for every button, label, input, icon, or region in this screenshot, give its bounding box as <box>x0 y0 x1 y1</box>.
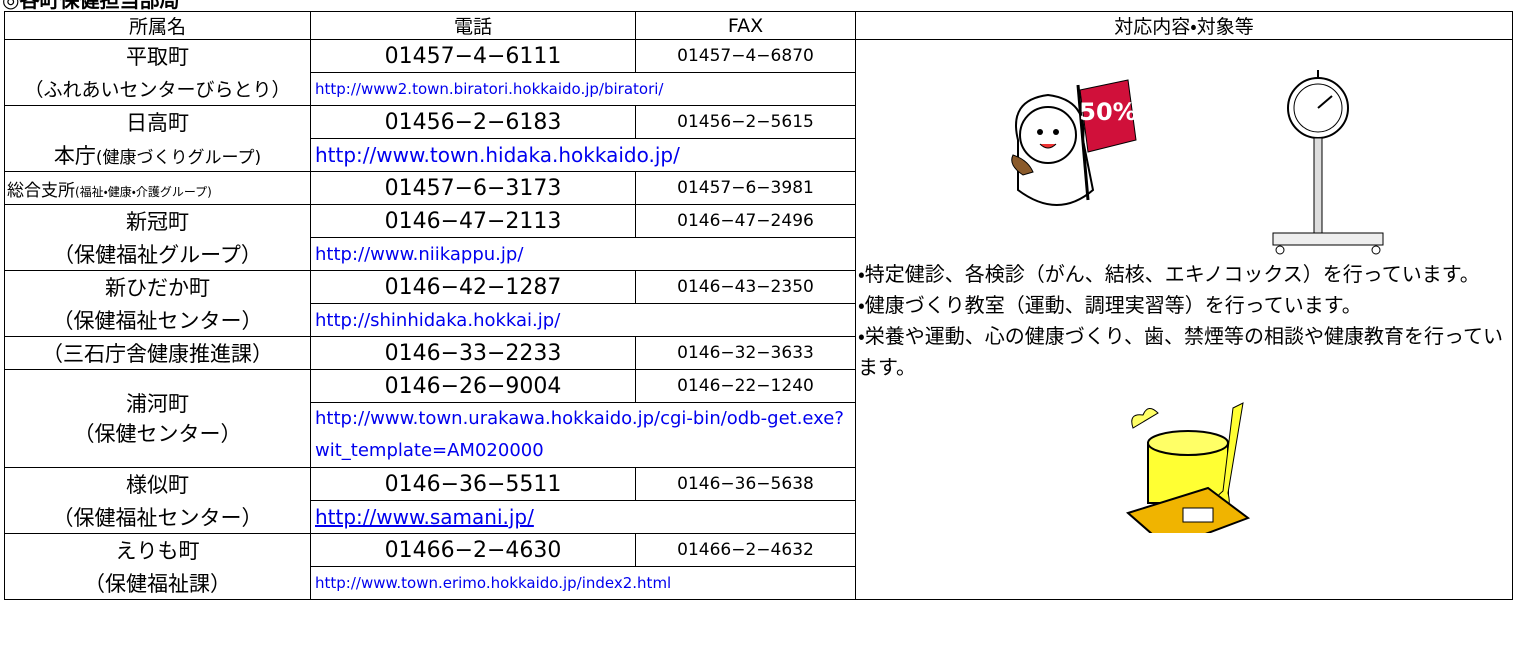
fax: 01456−2−5615 <box>635 105 856 139</box>
flag-text: 50% <box>1079 98 1136 126</box>
phone: 0146−42−1287 <box>310 270 636 304</box>
row: 本庁(健康づくりグループ) http://www.town.hidaka.hok… <box>4 138 1513 172</box>
fax: 01457−4−6870 <box>635 39 856 73</box>
page-title: ◎各町保健担当部局 <box>2 0 180 12</box>
url[interactable]: http://www.town.erimo.hokkaido.jp/index2… <box>310 566 856 600</box>
row: （保健福祉課） http://www.town.erimo.hokkaido.j… <box>4 566 1513 600</box>
row: 新冠町 0146−47−2113 0146−47−2496 <box>4 204 1513 238</box>
url[interactable]: http://www.samani.jp/ <box>310 500 856 534</box>
header-row: 所属名 電話 FAX 対応内容・対象等 <box>4 11 1513 40</box>
phone: 0146−33−2233 <box>310 336 636 370</box>
header-cell: 対応内容・対象等 <box>855 11 1513 40</box>
phone: 0146−47−2113 <box>310 204 636 238</box>
header-cell: 電話 <box>310 11 636 40</box>
note: （保健福祉センター） <box>4 303 311 337</box>
description-line: ・特定健診、各検診（がん、結核、エキノコックス）を行っています。 <box>858 262 1480 286</box>
row: （三石庁舎健康推進課） 0146−33−2233 0146−32−3633 <box>4 336 1513 370</box>
description-cell: 50% ・特定健診、各検診（がん、結核、エキノコックス）を行っています。 ・健康… <box>855 39 1513 600</box>
row: 平取町 01457−4−6111 01457−4−6870 50% ・特定健診、… <box>4 39 1513 600</box>
phone: 01466−2−4630 <box>310 533 636 567</box>
note: （保健福祉センター） <box>4 500 311 534</box>
name: えりも町 <box>4 533 311 567</box>
fax: 0146−22−1240 <box>635 369 856 403</box>
phone: 0146−36−5511 <box>310 467 636 501</box>
scale <box>1272 70 1384 255</box>
row: 様似町 0146−36−5511 0146−36−5638 <box>4 467 1513 501</box>
phone: 01456−2−6183 <box>310 105 636 139</box>
name: 様似町 <box>4 467 311 501</box>
name: 浦河町 <box>126 391 189 416</box>
note: （ふれあいセンターびらとり） <box>4 72 311 106</box>
url[interactable]: http://www.town.hidaka.hokkaido.jp/ <box>310 138 856 172</box>
description-line: ・健康づくり教室（運動、調理実習等）を行っています。 <box>858 293 1362 317</box>
fax: 0146−36−5638 <box>635 467 856 501</box>
name: 日高町 <box>4 105 311 139</box>
note: 本庁(健康づくりグループ) <box>4 138 311 172</box>
fax: 0146−32−3633 <box>635 336 856 370</box>
note: （保健福祉グループ） <box>4 237 311 271</box>
name-sub: (福祉・健康・介護グループ) <box>75 184 212 199</box>
note-sub: (健康づくりグループ) <box>95 147 262 168</box>
note-main: 本庁 <box>53 143 96 168</box>
contact-table: 所属名 電話 FAX 対応内容・対象等 平取町 01457−4−6111 014… <box>4 11 1513 600</box>
note: （保健センター） <box>73 421 242 446</box>
name-main: 総合支所 <box>7 180 75 201</box>
name: （三石庁舎健康推進課） <box>4 336 311 370</box>
fax: 0146−43−2350 <box>635 270 856 304</box>
note: （保健福祉課） <box>4 566 311 600</box>
name-cell: 浦河町 （保健センター） <box>4 369 311 468</box>
illustrations-top: 50% <box>1011 70 1384 255</box>
header-cell: 所属名 <box>4 11 311 40</box>
pot <box>1125 402 1251 550</box>
row: （保健福祉グループ） http://www.niikappu.jp/ <box>4 237 1513 271</box>
row: 新ひだか町 0146−42−1287 0146−43−2350 <box>4 270 1513 304</box>
url[interactable]: http://shinhidaka.hokkai.jp/ <box>310 303 856 337</box>
row: えりも町 01466−2−4630 01466−2−4632 <box>4 533 1513 567</box>
row: 日高町 01456−2−6183 01456−2−5615 <box>4 105 1513 139</box>
url[interactable]: http://www.niikappu.jp/ <box>310 237 856 271</box>
url[interactable]: http://www2.town.biratori.hokkaido.jp/bi… <box>310 72 856 106</box>
url[interactable]: http://www.town.urakawa.hokkaido.jp/cgi-… <box>310 402 856 468</box>
phone: 01457−4−6111 <box>310 39 636 73</box>
name: 総合支所(福祉・健康・介護グループ) <box>4 171 311 205</box>
fax: 0146−47−2496 <box>635 204 856 238</box>
header-cell: FAX <box>635 11 856 40</box>
row: 浦河町 （保健センター） 0146−26−9004 0146−22−1240 <box>4 369 1513 468</box>
phone: 01457−6−3173 <box>310 171 636 205</box>
illustration-bottom <box>1125 402 1251 550</box>
description-line: ・栄養や運動、心の健康づくり、歯、禁煙等の相談や健康教育を行っています。 <box>858 324 1503 379</box>
mascot: 50% <box>1011 79 1137 206</box>
fax: 01466−2−4632 <box>635 533 856 567</box>
name: 新冠町 <box>4 204 311 238</box>
fax: 01457−6−3981 <box>635 171 856 205</box>
name: 新ひだか町 <box>4 270 311 304</box>
name: 平取町 <box>4 39 311 73</box>
phone: 0146−26−9004 <box>310 369 636 403</box>
row: （ふれあいセンターびらとり） http://www2.town.biratori… <box>4 72 1513 106</box>
